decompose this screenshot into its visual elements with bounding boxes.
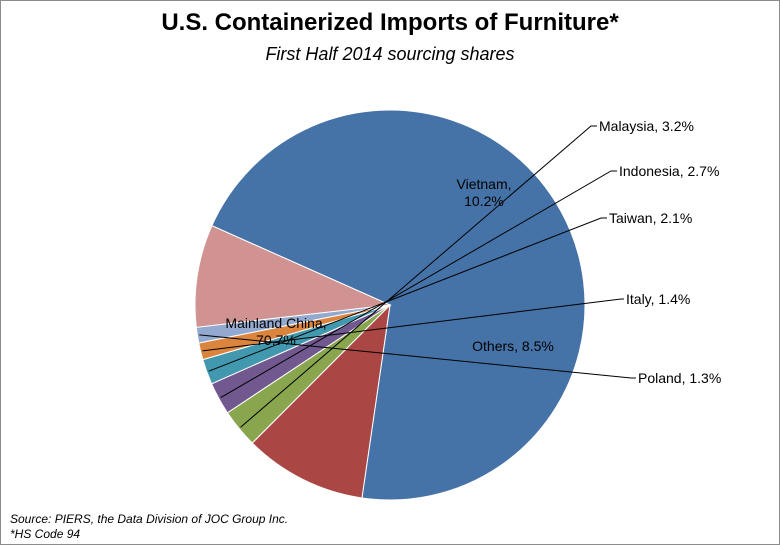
- slice-label-others: Others, 8.5%: [472, 338, 554, 354]
- pie-slice-vietnam: [251, 303, 391, 499]
- source-note: Source: PIERS, the Data Division of JOC …: [10, 512, 288, 542]
- chart-subtitle: First Half 2014 sourcing shares: [265, 44, 515, 64]
- slice-labels: Mainland China, 70.7% Vietnam, 10.2% Malaysi…: [225, 118, 721, 386]
- slice-label-taiwan: Taiwan, 2.1%: [609, 210, 692, 226]
- hs-code-note: *HS Code 94: [10, 527, 81, 541]
- pie-slice-mainland-china: [211, 109, 586, 501]
- leader-line-poland: [199, 334, 636, 379]
- leader-line-italy: [202, 298, 624, 352]
- slice-label-italy: Italy, 1.4%: [626, 291, 690, 307]
- leader-line-indonesia: [220, 170, 617, 399]
- slice-label-mainland-china: Mainland China, 70.7%: [225, 315, 326, 348]
- chart-title: U.S. Containerized Imports of Furniture*: [161, 9, 619, 36]
- slice-label-malaysia: Malaysia, 3.2%: [599, 118, 694, 134]
- source-text: Source: PIERS, the Data Division of JOC …: [10, 512, 289, 526]
- pie-slices: [194, 109, 586, 501]
- slice-label-vietnam: Vietnam, 10.2%: [457, 176, 512, 209]
- leader-line-malaysia: [240, 125, 597, 428]
- leader-line-taiwan: [208, 217, 607, 372]
- slice-label-poland: Poland, 1.3%: [638, 370, 721, 386]
- pie-slice-others: [194, 225, 392, 328]
- slice-label-indonesia: Indonesia, 2.7%: [619, 163, 719, 179]
- leader-lines: [199, 125, 636, 428]
